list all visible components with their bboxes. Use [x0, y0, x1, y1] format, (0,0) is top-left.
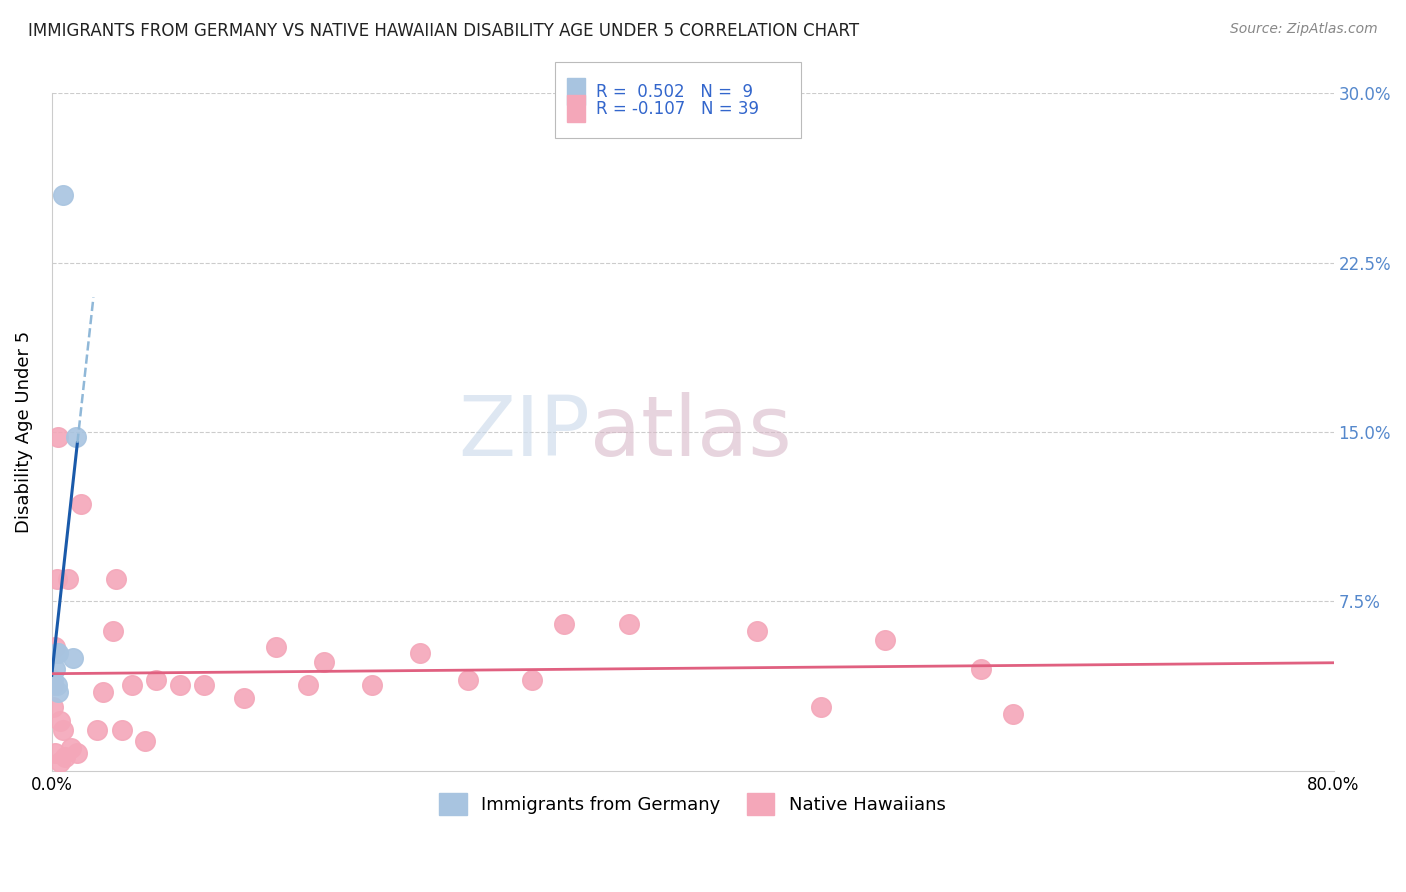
Point — [69, 497, 91, 511]
Point — [45, 572, 67, 586]
Point — [66, 746, 89, 760]
Point — [42, 700, 65, 714]
Point — [111, 723, 134, 737]
Point — [49, 714, 72, 728]
Point — [53, 750, 76, 764]
Point — [46, 429, 69, 443]
Text: R = -0.107   N = 39: R = -0.107 N = 39 — [596, 100, 759, 118]
Point — [45, 678, 67, 692]
Point — [409, 646, 432, 660]
Point — [617, 616, 640, 631]
Point — [873, 632, 896, 647]
Point — [46, 646, 69, 660]
Point — [1002, 707, 1025, 722]
Point — [49, 755, 72, 769]
Point — [745, 624, 768, 638]
Point — [42, 678, 65, 692]
Point — [62, 650, 84, 665]
Point — [44, 662, 66, 676]
Point — [52, 723, 75, 737]
Point — [91, 684, 114, 698]
Point — [169, 678, 191, 692]
Point — [59, 741, 82, 756]
Point — [65, 429, 87, 443]
Point — [264, 640, 287, 654]
Legend: Immigrants from Germany, Native Hawaiians: Immigrants from Germany, Native Hawaiian… — [432, 786, 953, 822]
Point — [56, 572, 79, 586]
Point — [361, 678, 384, 692]
Text: ZIP: ZIP — [458, 392, 591, 473]
Point — [297, 678, 319, 692]
Point — [101, 624, 124, 638]
Point — [46, 684, 69, 698]
Point — [970, 662, 993, 676]
Y-axis label: Disability Age Under 5: Disability Age Under 5 — [15, 331, 32, 533]
Point — [193, 678, 215, 692]
Point — [44, 746, 66, 760]
Point — [145, 673, 167, 688]
Point — [104, 572, 127, 586]
Point — [457, 673, 479, 688]
Text: atlas: atlas — [591, 392, 792, 473]
Point — [134, 734, 156, 748]
Point — [42, 673, 65, 688]
Point — [553, 616, 575, 631]
Text: IMMIGRANTS FROM GERMANY VS NATIVE HAWAIIAN DISABILITY AGE UNDER 5 CORRELATION CH: IMMIGRANTS FROM GERMANY VS NATIVE HAWAII… — [28, 22, 859, 40]
Text: R =  0.502   N =  9: R = 0.502 N = 9 — [596, 83, 754, 101]
Point — [45, 646, 67, 660]
Point — [44, 640, 66, 654]
Point — [810, 700, 832, 714]
Point — [233, 691, 256, 706]
Point — [86, 723, 108, 737]
Point — [121, 678, 143, 692]
Text: Source: ZipAtlas.com: Source: ZipAtlas.com — [1230, 22, 1378, 37]
Point — [522, 673, 544, 688]
Point — [314, 656, 336, 670]
Point — [52, 188, 75, 202]
